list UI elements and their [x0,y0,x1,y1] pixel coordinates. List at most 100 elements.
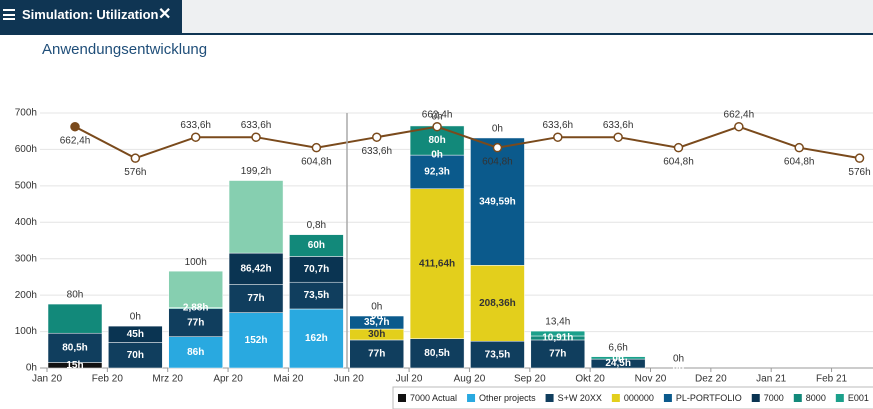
tab-bar: Simulation: Utilization ✕ [0,0,873,35]
capacity-line [74,125,860,160]
bar-segment [349,315,404,330]
bar-segment [590,356,646,360]
legend-label: 8000 [806,393,826,403]
x-tick-label: Mrz 20 [152,374,183,385]
bar-value-label: 30h [368,329,385,340]
capacity-point [794,142,804,153]
bar-segment [228,252,284,285]
bar-value-label: 0h [673,363,685,374]
bar-segment [228,284,284,313]
chart-title: Anwendungsentwicklung [42,41,207,58]
x-tick-label: Feb 21 [816,374,848,385]
bar-segment [289,308,344,369]
x-tick-label: Feb 20 [92,374,124,385]
capacity-label: 576h [124,167,146,178]
capacity-point [311,142,322,153]
capacity-point [492,142,503,153]
capacity-point [553,132,563,142]
legend-label: E001 [848,393,869,403]
close-icon[interactable]: ✕ [158,6,172,23]
bar-value-label: 73,5h [304,290,330,301]
bar-segment [47,303,103,334]
x-tick-label: Jan 20 [32,374,62,385]
bar-value-label: 13,4h [545,317,570,328]
capacity-label: 662,4h [724,109,755,120]
capacity-label: 576h [848,167,870,178]
capacity-label: 604,8h [663,156,694,167]
capacity-label: 604,8h [784,156,815,167]
capacity-label: 662,4h [422,109,453,120]
bar-value-label: 77h [549,349,566,360]
bar-value-label: 45h [127,329,144,340]
capacity-point [251,132,261,142]
bar-value-label: 0,8h [307,220,326,231]
capacity-label: 604,8h [482,156,513,167]
y-tick-label: 400h [15,217,37,228]
bar-value-label: 77h [247,293,264,304]
legend-label: Other projects [479,393,536,403]
legend-label: 000000 [624,393,654,403]
capacity-point [613,132,623,142]
y-tick-label: 200h [15,290,37,301]
bar-value-label: 92,3h [424,167,450,178]
bar-segment [409,154,465,189]
x-tick-label: Sep 20 [514,374,546,385]
bar-value-label: 70,7h [304,264,330,275]
bar-segment [47,332,103,363]
bar-value-label: 0h [612,354,624,365]
legend-swatch [835,394,844,402]
bar-segment [530,330,586,337]
bar-value-label: 162h [305,333,328,344]
x-tick-label: Jun 20 [334,374,364,385]
bar-segment [530,339,586,369]
bar-value-label: 0h [371,302,382,313]
menu-icon[interactable] [3,9,15,20]
legend-box [392,386,873,409]
legend-swatch [545,394,554,402]
tab[interactable]: Simulation: Utilization ✕ [0,0,182,33]
bar-value-label: 24,5h [605,358,631,369]
capacity-label: 633,6h [180,120,211,131]
legend-label: S+W 20XX [558,393,602,403]
bar-value-label: 35,7h [364,317,390,328]
capacity-label: 633,6h [603,120,634,131]
legend-label: 7000 [764,393,784,403]
bar-value-label: 199,2h [241,166,272,177]
legend-swatch [751,394,760,402]
bar-value-label: 77h [368,349,385,360]
bar-value-label: 80h [67,290,84,301]
bar-value-label: 0h [431,150,443,161]
bar-value-label: 80,5h [424,348,450,359]
capacity-label: 604,8h [301,156,332,167]
bar-value-label: 60h [308,240,325,251]
x-tick-label: Nov 20 [635,374,667,385]
capacity-label: 633,6h [361,146,392,157]
bar-value-label: 411,64h [419,258,455,269]
bar-segment [470,137,525,266]
capacity-point [130,153,141,163]
bar-value-label: 80,5h [62,343,88,354]
x-tick-label: Dez 20 [695,374,727,385]
legend-label: PL-PORTFOLIO [676,393,742,403]
bar-segment [168,270,223,308]
bar-value-label: 6,6h [608,342,627,353]
capacity-point [70,121,80,132]
bar-segment [409,188,465,339]
x-tick-label: Jul 20 [396,374,423,385]
legend-label: 7000 Actual [410,393,457,403]
tab-title: Simulation: Utilization [22,7,159,22]
y-tick-label: 100h [15,326,37,337]
y-tick-label: 500h [15,180,37,191]
bar-value-label: 208,36h [479,298,516,309]
capacity-point [372,132,382,142]
capacity-point [734,121,744,132]
bar-segment [228,312,284,369]
legend-swatch [467,394,476,402]
capacity-point [673,142,684,153]
bar-value-label: 0h [130,312,141,323]
legend-swatch [398,394,406,402]
bar-value-label: 86,42h [240,263,271,274]
bar-value-label: 86h [187,347,204,358]
bar-value-label: 2,88h [183,303,209,314]
